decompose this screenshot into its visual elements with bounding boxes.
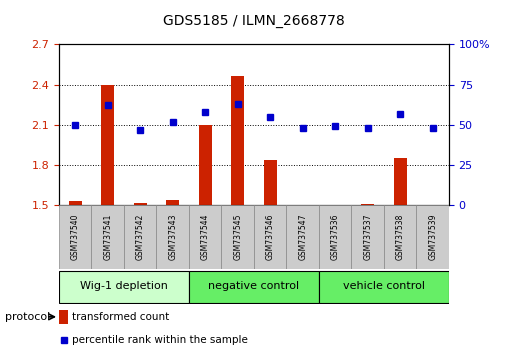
Text: GSM737542: GSM737542 (136, 214, 145, 261)
Bar (384, 205, 417, 269)
Text: GSM737544: GSM737544 (201, 214, 210, 261)
Bar (286, 205, 319, 269)
Bar (351, 205, 384, 269)
Text: GSM737539: GSM737539 (428, 214, 437, 261)
Text: negative control: negative control (208, 281, 300, 291)
Bar (166, 200, 179, 205)
Text: GSM737543: GSM737543 (168, 214, 177, 261)
Text: GSM737545: GSM737545 (233, 214, 242, 261)
Bar (393, 158, 407, 205)
Bar (254, 205, 286, 269)
Text: GSM737540: GSM737540 (71, 214, 80, 261)
Bar (124, 205, 156, 269)
Text: GSM737536: GSM737536 (331, 214, 340, 261)
Bar (59, 205, 91, 269)
Bar (69, 201, 82, 205)
Bar (222, 205, 254, 269)
Bar (59, 271, 189, 303)
Bar (91, 205, 124, 269)
Bar (296, 205, 309, 207)
Bar (156, 205, 189, 269)
Text: GSM737547: GSM737547 (298, 214, 307, 261)
Text: protocol: protocol (5, 312, 50, 322)
Bar (264, 160, 277, 205)
Bar (231, 76, 244, 205)
Bar (101, 85, 114, 205)
Text: transformed count: transformed count (72, 312, 169, 322)
Bar (189, 205, 222, 269)
Bar (134, 202, 147, 205)
Text: GSM737538: GSM737538 (396, 214, 405, 261)
Text: GSM737546: GSM737546 (266, 214, 274, 261)
Bar (319, 271, 449, 303)
Bar (189, 271, 319, 303)
Bar (59, 310, 68, 324)
Text: percentile rank within the sample: percentile rank within the sample (72, 335, 248, 345)
Bar (361, 204, 374, 205)
Text: GDS5185 / ILMN_2668778: GDS5185 / ILMN_2668778 (163, 14, 345, 28)
Bar (417, 205, 449, 269)
Text: Wig-1 depletion: Wig-1 depletion (80, 281, 168, 291)
Bar (426, 205, 439, 207)
Text: vehicle control: vehicle control (343, 281, 425, 291)
Bar (199, 125, 212, 205)
Text: GSM737541: GSM737541 (103, 214, 112, 261)
Text: GSM737537: GSM737537 (363, 214, 372, 261)
Bar (319, 205, 351, 269)
